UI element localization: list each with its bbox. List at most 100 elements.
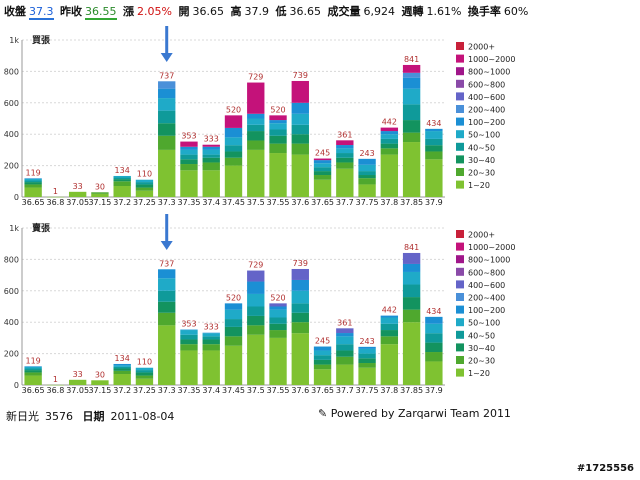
- bar-segment: [135, 372, 154, 376]
- legend-label: 800~1000: [468, 256, 510, 265]
- bar-segment: [291, 80, 309, 103]
- x-tick-label: 37.7: [336, 386, 354, 395]
- change-value: 2.05%: [137, 5, 172, 18]
- bar-segment: [402, 77, 421, 89]
- bar-segment: [402, 132, 421, 143]
- high-value: 37.9: [244, 5, 269, 18]
- bar-segment: [336, 145, 354, 149]
- bar-segment: [135, 370, 154, 373]
- legend-label: 30~40: [468, 156, 495, 165]
- legend-label: 20~30: [468, 357, 495, 366]
- y-tick-label: 200: [4, 350, 19, 359]
- bar-segment: [425, 128, 443, 132]
- bar-segment: [224, 309, 243, 320]
- x-tick-label: 37.35: [178, 386, 201, 395]
- bar-segment: [402, 309, 421, 323]
- bar-segment: [68, 379, 87, 385]
- bar-segment: [380, 315, 399, 318]
- bar-segment: [358, 171, 376, 176]
- bar-total-label: 353: [181, 132, 196, 141]
- legend-swatch: [456, 117, 464, 126]
- bar-segment: [202, 350, 220, 385]
- bar-total-label: 737: [159, 71, 174, 80]
- bar-segment: [358, 367, 376, 385]
- bar-segment: [135, 187, 154, 191]
- bar-total-label: 33: [73, 370, 83, 379]
- bar-segment: [291, 303, 309, 313]
- bar-segment: [358, 164, 376, 172]
- bar-segment: [135, 179, 154, 183]
- y-tick-label: 1k: [9, 36, 19, 45]
- legend-swatch: [456, 242, 464, 251]
- bar-segment: [180, 344, 198, 351]
- bar-segment: [224, 145, 243, 152]
- bar-segment: [24, 182, 42, 185]
- bar-total-label: 353: [181, 320, 196, 329]
- legend-label: 40~50: [468, 143, 495, 152]
- bar-segment: [425, 159, 443, 197]
- bar-segment: [224, 151, 243, 158]
- powered-icon: ✎: [318, 407, 328, 420]
- legend-label: 200~400: [468, 106, 505, 115]
- x-tick-label: 37.65: [311, 198, 334, 207]
- bar-segment: [336, 148, 354, 154]
- bar-segment: [135, 378, 154, 385]
- footer-stock-info: 新日光 3576 日期 2011-08-04: [6, 408, 180, 424]
- bar-segment: [247, 113, 265, 119]
- bar-segment: [24, 372, 42, 376]
- quote-header: 收盤 37.3 昨收 36.55 漲 2.05% 開 36.65 高 37.9 低 36.6…: [4, 3, 528, 20]
- bar-segment: [402, 252, 421, 264]
- bar-total-label: 739: [293, 71, 308, 80]
- bar-segment: [291, 113, 309, 125]
- x-tick-label: 36.8: [46, 386, 64, 395]
- bar-segment: [158, 88, 176, 99]
- x-tick-label: 37.8: [380, 386, 398, 395]
- x-tick-label: 37.25: [133, 198, 156, 207]
- bar-segment: [402, 64, 421, 73]
- volume-label: 成交量: [327, 5, 361, 18]
- x-tick-label: 37.6: [291, 386, 309, 395]
- bar-segment: [24, 370, 42, 373]
- bar-segment: [224, 319, 243, 327]
- legend-swatch: [456, 105, 464, 113]
- legend-swatch: [456, 54, 464, 63]
- x-tick-label: 36.8: [46, 198, 64, 207]
- bar-segment: [425, 342, 443, 353]
- bar-segment: [180, 170, 198, 197]
- bar-segment: [336, 162, 354, 169]
- bar-segment: [24, 187, 42, 197]
- date-value: 2011-08-04: [110, 410, 175, 423]
- low-value: 36.65: [289, 5, 321, 18]
- bar-segment: [158, 290, 176, 302]
- bar-segment: [113, 363, 131, 366]
- bar-segment: [113, 365, 131, 367]
- bar-segment: [380, 138, 399, 144]
- bar-segment: [158, 110, 176, 124]
- bar-segment: [180, 350, 198, 385]
- bar-segment: [402, 72, 421, 78]
- legend-label: 1~20: [468, 369, 490, 378]
- low-label: 低: [275, 5, 287, 18]
- close-value: 37.3: [29, 5, 54, 20]
- stock-code: 3576: [45, 410, 73, 423]
- legend-label: 400~600: [468, 281, 505, 290]
- bar-segment: [269, 123, 287, 130]
- prev-close-value: 36.55: [85, 5, 117, 20]
- bar-segment: [291, 134, 309, 144]
- close-label: 收盤: [4, 5, 26, 18]
- y-tick-label: 400: [4, 318, 19, 327]
- bar-segment: [425, 145, 443, 152]
- x-tick-label: 37.85: [400, 198, 423, 207]
- bar-segment: [380, 317, 399, 324]
- legend-swatch: [456, 42, 464, 50]
- bar-segment: [247, 149, 265, 197]
- bar-segment: [202, 144, 220, 147]
- y-tick-label: 800: [4, 255, 19, 264]
- legend-swatch: [456, 368, 464, 377]
- bar-segment: [313, 355, 332, 360]
- bar-segment: [202, 162, 220, 171]
- legend-label: 100~200: [468, 118, 505, 127]
- bar-segment: [269, 120, 287, 124]
- x-tick-label: 37.3: [158, 198, 176, 207]
- bar-segment: [336, 157, 354, 163]
